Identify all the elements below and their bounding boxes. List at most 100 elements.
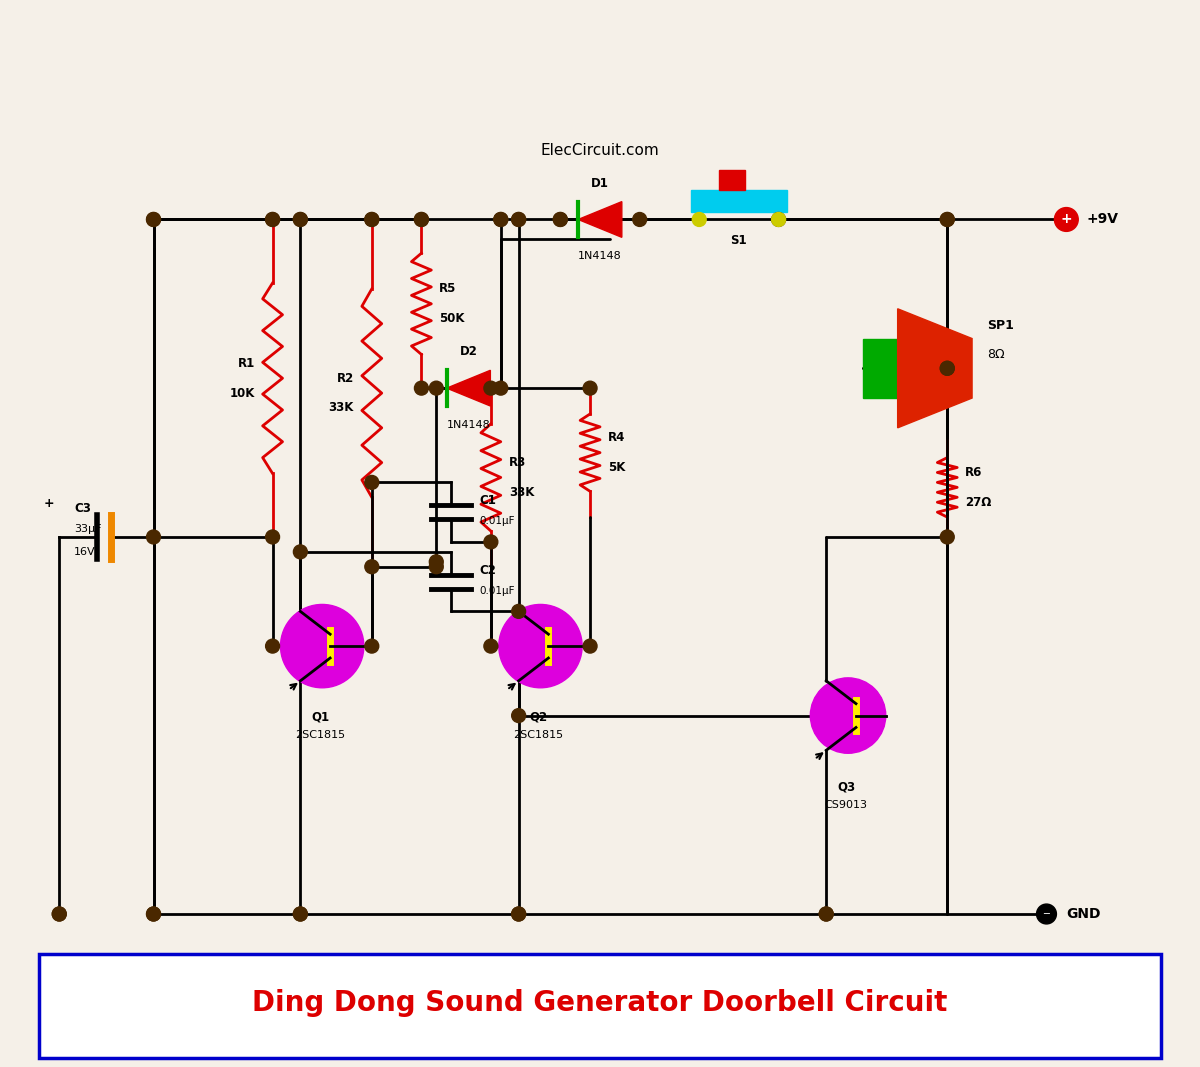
Text: 0.01μF: 0.01μF	[479, 516, 515, 526]
Circle shape	[146, 530, 161, 544]
Circle shape	[511, 907, 526, 921]
Circle shape	[414, 212, 428, 226]
Text: D2: D2	[460, 346, 478, 359]
Circle shape	[494, 381, 508, 395]
Text: 8Ω: 8Ω	[986, 349, 1004, 362]
Text: 10K: 10K	[229, 386, 254, 400]
Circle shape	[146, 907, 161, 921]
Circle shape	[511, 212, 526, 226]
Circle shape	[430, 555, 443, 569]
Circle shape	[632, 212, 647, 226]
Circle shape	[294, 907, 307, 921]
Text: S1: S1	[731, 235, 748, 248]
Text: 0.01μF: 0.01μF	[479, 586, 515, 595]
Circle shape	[414, 212, 428, 226]
Circle shape	[494, 212, 508, 226]
Circle shape	[365, 476, 379, 490]
Bar	[691, 190, 786, 211]
Text: 33K: 33K	[329, 401, 354, 414]
Circle shape	[265, 212, 280, 226]
Circle shape	[294, 212, 307, 226]
Text: 2SC1815: 2SC1815	[295, 731, 346, 740]
Circle shape	[484, 535, 498, 548]
Circle shape	[941, 530, 954, 544]
Circle shape	[294, 907, 307, 921]
Circle shape	[294, 212, 307, 226]
FancyBboxPatch shape	[40, 954, 1160, 1057]
Text: 2SC1815: 2SC1815	[514, 731, 564, 740]
Circle shape	[941, 212, 954, 226]
Circle shape	[265, 639, 280, 653]
Circle shape	[553, 212, 568, 226]
Circle shape	[820, 907, 833, 921]
Text: R6: R6	[965, 466, 983, 479]
Circle shape	[294, 545, 307, 559]
Circle shape	[53, 907, 66, 921]
Circle shape	[511, 212, 526, 226]
Circle shape	[365, 212, 379, 226]
Circle shape	[430, 381, 443, 395]
Circle shape	[511, 708, 526, 722]
Text: C3: C3	[74, 503, 91, 515]
Circle shape	[484, 381, 498, 395]
Bar	[863, 338, 898, 398]
Text: GND: GND	[1067, 907, 1100, 921]
Circle shape	[810, 678, 886, 753]
Circle shape	[1055, 208, 1079, 232]
Circle shape	[265, 530, 280, 544]
Circle shape	[941, 212, 954, 226]
Text: Q1: Q1	[311, 711, 329, 723]
Text: R2: R2	[337, 371, 354, 385]
Text: 27Ω: 27Ω	[965, 496, 991, 509]
Polygon shape	[578, 202, 622, 237]
Circle shape	[414, 381, 428, 395]
Text: 1N4148: 1N4148	[446, 420, 491, 430]
Text: R5: R5	[439, 283, 457, 296]
Circle shape	[281, 604, 364, 688]
Circle shape	[53, 907, 66, 921]
Circle shape	[511, 604, 526, 619]
Text: R1: R1	[238, 356, 254, 370]
Text: R3: R3	[509, 456, 526, 469]
Circle shape	[265, 212, 280, 226]
Text: +: +	[1061, 212, 1072, 226]
Circle shape	[494, 212, 508, 226]
Circle shape	[941, 362, 954, 376]
Circle shape	[941, 362, 954, 376]
Circle shape	[365, 212, 379, 226]
Circle shape	[692, 212, 706, 226]
Circle shape	[553, 212, 568, 226]
Text: 1N4148: 1N4148	[578, 251, 622, 261]
Circle shape	[820, 907, 833, 921]
Text: D1: D1	[592, 177, 608, 190]
Circle shape	[583, 381, 598, 395]
Text: Ding Dong Sound Generator Doorbell Circuit: Ding Dong Sound Generator Doorbell Circu…	[252, 989, 948, 1017]
Circle shape	[146, 212, 161, 226]
Polygon shape	[446, 370, 491, 407]
Text: +: +	[44, 497, 55, 510]
Text: C1: C1	[479, 494, 496, 507]
Circle shape	[583, 639, 598, 653]
Circle shape	[430, 560, 443, 574]
Text: 33K: 33K	[509, 485, 534, 499]
Circle shape	[484, 639, 498, 653]
Circle shape	[1037, 904, 1056, 924]
Text: Q3: Q3	[838, 780, 856, 793]
Circle shape	[772, 212, 786, 226]
Text: Q2: Q2	[529, 711, 547, 723]
Text: C2: C2	[479, 563, 496, 576]
Circle shape	[365, 560, 379, 574]
Text: ─: ─	[1044, 909, 1050, 919]
Text: 16V: 16V	[74, 546, 96, 557]
Circle shape	[365, 639, 379, 653]
Text: R4: R4	[608, 431, 625, 444]
Circle shape	[499, 604, 582, 688]
Circle shape	[146, 907, 161, 921]
Circle shape	[511, 907, 526, 921]
Text: 5K: 5K	[608, 461, 625, 474]
Circle shape	[146, 212, 161, 226]
Text: 50K: 50K	[439, 313, 464, 325]
Text: +9V: +9V	[1086, 212, 1118, 226]
Bar	[719, 170, 745, 190]
Text: CS9013: CS9013	[824, 800, 868, 810]
